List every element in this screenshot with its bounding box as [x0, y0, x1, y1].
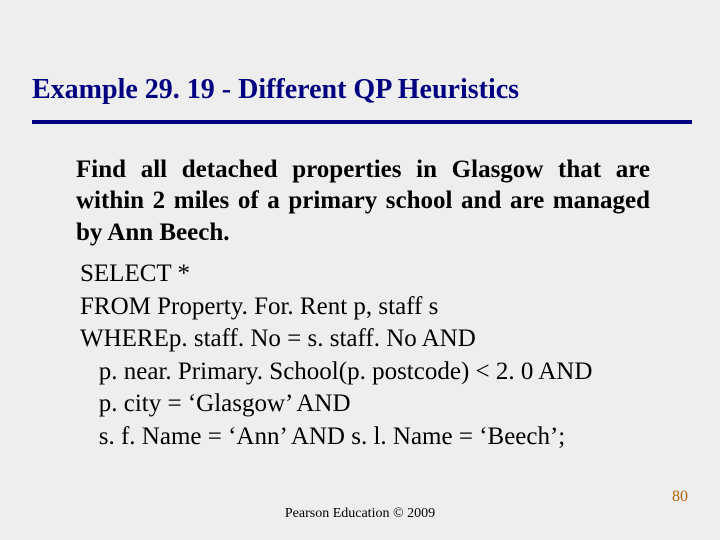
slide-title: Example 29. 19 - Different QP Heuristics [32, 74, 688, 106]
page-number: 80 [672, 488, 688, 506]
footer-copyright: Pearson Education © 2009 [0, 506, 720, 522]
query-line-1: SELECT * [80, 258, 680, 291]
query-line-4: p. near. Primary. School(p. postcode) < … [80, 356, 680, 389]
query-line-5: p. city = ‘Glasgow’ AND [80, 388, 680, 421]
query-line-6: s. f. Name = ‘Ann’ AND s. l. Name = ‘Bee… [80, 421, 680, 454]
sql-query: SELECT * FROM Property. For. Rent p, sta… [80, 258, 680, 453]
query-description: Find all detached properties in Glasgow … [76, 154, 650, 248]
query-line-3: WHEREp. staff. No = s. staff. No AND [80, 323, 680, 356]
title-underline [32, 120, 692, 124]
slide: Example 29. 19 - Different QP Heuristics… [0, 0, 720, 540]
query-line-2: FROM Property. For. Rent p, staff s [80, 291, 680, 324]
